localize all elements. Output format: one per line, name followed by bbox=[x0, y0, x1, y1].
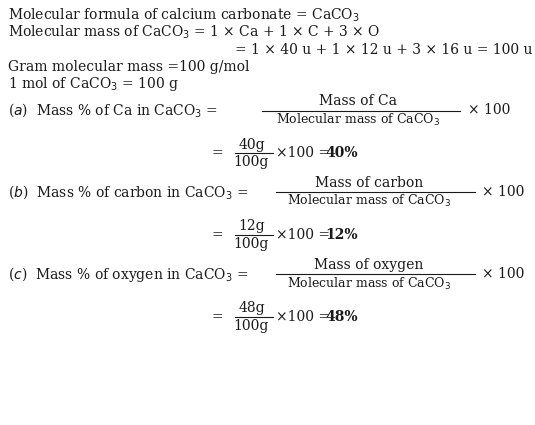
Text: Mass of Ca: Mass of Ca bbox=[319, 94, 398, 108]
Text: Molecular mass of CaCO$_3$ = 1 × Ca + 1 × C + 3 × O: Molecular mass of CaCO$_3$ = 1 × Ca + 1 … bbox=[8, 24, 380, 41]
Text: Mass of oxygen: Mass of oxygen bbox=[315, 258, 424, 272]
Text: 40g: 40g bbox=[238, 138, 265, 151]
Text: ($c$)  Mass % of oxygen in CaCO$_3$ =: ($c$) Mass % of oxygen in CaCO$_3$ = bbox=[8, 265, 248, 283]
Text: 48%: 48% bbox=[325, 310, 358, 324]
Text: ×100 =: ×100 = bbox=[276, 310, 334, 324]
Text: =: = bbox=[211, 310, 223, 324]
Text: ×100 =: ×100 = bbox=[276, 228, 334, 242]
Text: × 100: × 100 bbox=[468, 104, 510, 117]
Text: 48g: 48g bbox=[238, 301, 265, 315]
Text: 100g: 100g bbox=[234, 156, 269, 169]
Text: Gram molecular mass =100 g/mol: Gram molecular mass =100 g/mol bbox=[8, 60, 249, 74]
Text: ($b$)  Mass % of carbon in CaCO$_3$ =: ($b$) Mass % of carbon in CaCO$_3$ = bbox=[8, 183, 248, 201]
Text: 1 mol of CaCO$_3$ = 100 g: 1 mol of CaCO$_3$ = 100 g bbox=[8, 75, 179, 93]
Text: ($a$)  Mass % of Ca in CaCO$_3$ =: ($a$) Mass % of Ca in CaCO$_3$ = bbox=[8, 102, 218, 119]
Text: Molecular mass of CaCO$_3$: Molecular mass of CaCO$_3$ bbox=[277, 112, 440, 128]
Text: 12%: 12% bbox=[325, 228, 358, 242]
Text: × 100: × 100 bbox=[482, 185, 524, 199]
Text: 100g: 100g bbox=[234, 319, 269, 333]
Text: Mass of carbon: Mass of carbon bbox=[315, 176, 423, 190]
Text: =: = bbox=[211, 147, 223, 160]
Text: × 100: × 100 bbox=[482, 267, 524, 281]
Text: 12g: 12g bbox=[238, 219, 265, 233]
Text: ×100 =: ×100 = bbox=[276, 147, 334, 160]
Text: Molecular formula of calcium carbonate = CaCO$_3$: Molecular formula of calcium carbonate =… bbox=[8, 6, 360, 23]
Text: Molecular mass of CaCO$_3$: Molecular mass of CaCO$_3$ bbox=[287, 193, 451, 210]
Text: =: = bbox=[211, 228, 223, 242]
Text: = 1 × 40 u + 1 × 12 u + 3 × 16 u = 100 u: = 1 × 40 u + 1 × 12 u + 3 × 16 u = 100 u bbox=[235, 43, 533, 57]
Text: 100g: 100g bbox=[234, 237, 269, 251]
Text: Molecular mass of CaCO$_3$: Molecular mass of CaCO$_3$ bbox=[287, 275, 451, 292]
Text: 40%: 40% bbox=[325, 147, 358, 160]
